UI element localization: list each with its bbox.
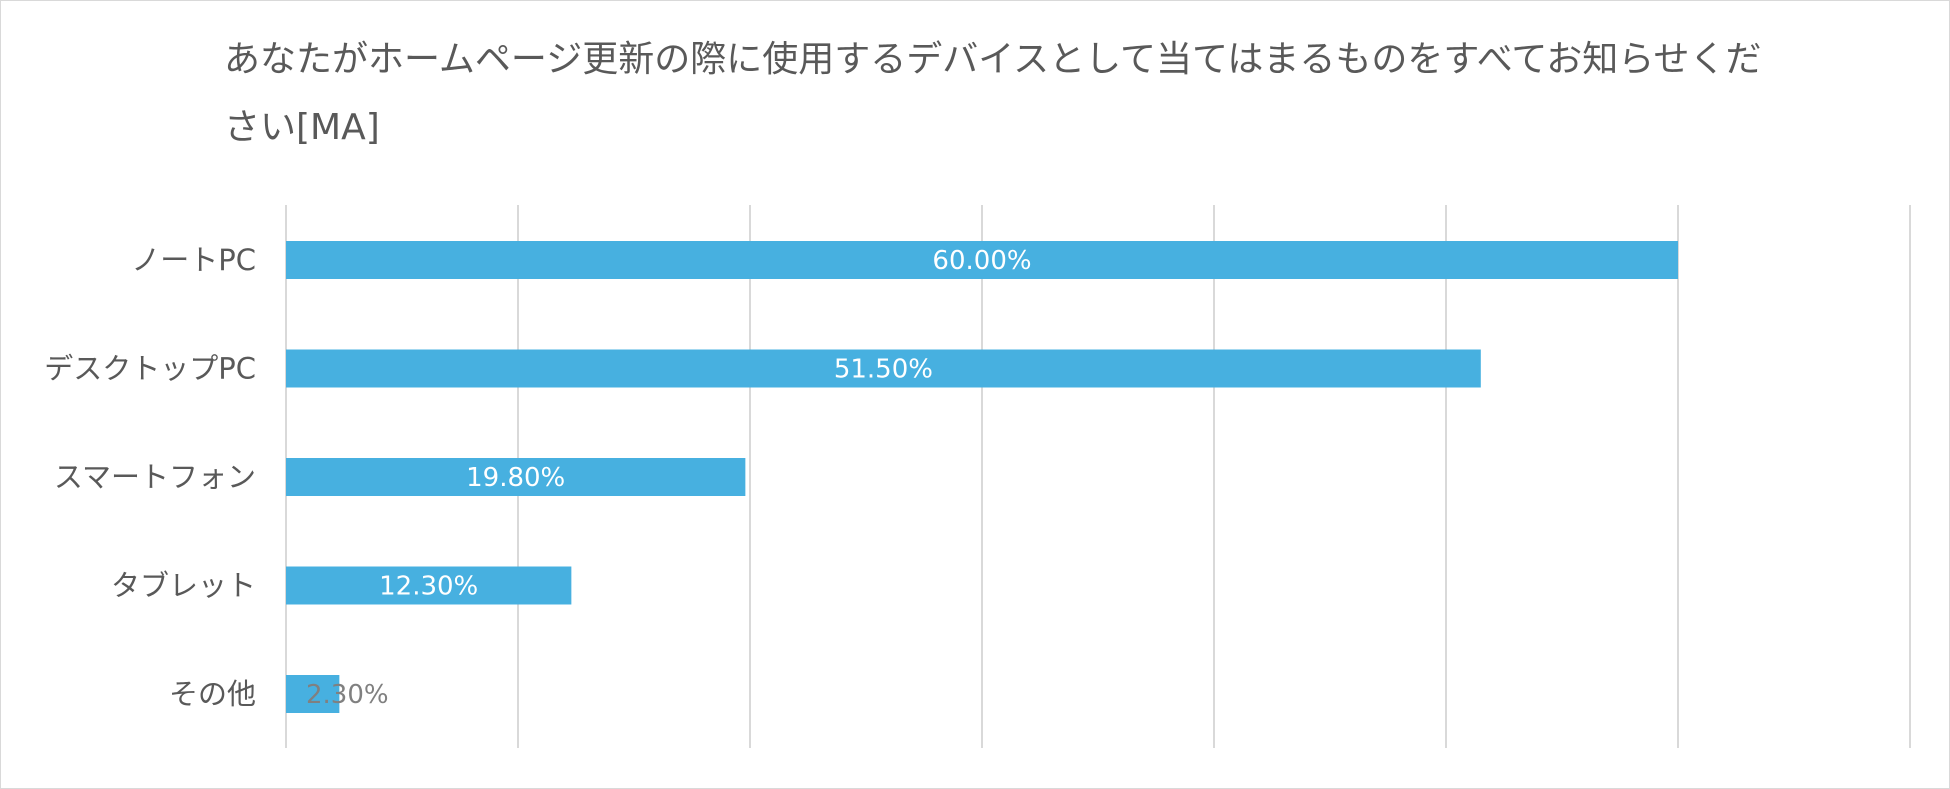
bar: [286, 349, 1481, 388]
gridlines: [285, 205, 1911, 748]
data-label: 60.00%: [932, 246, 1031, 276]
category-label: ノートPC: [131, 243, 256, 277]
data-label: 12.30%: [379, 572, 478, 602]
bar: [286, 566, 572, 605]
category-label: その他: [169, 677, 256, 711]
data-label: 19.80%: [466, 463, 565, 493]
bars: [286, 241, 1678, 713]
data-label: 51.50%: [834, 355, 933, 385]
data-labels: 60.00% 51.50% 19.80% 12.30% 2.30%: [306, 246, 1032, 710]
category-label: スマートフォン: [54, 460, 256, 494]
bar: [286, 458, 746, 496]
chart-title: あなたがホームページ更新の際に使用するデバイスとして当てはまるものをすべてお知ら…: [224, 39, 1762, 148]
data-label: 2.30%: [306, 680, 389, 710]
bar: [286, 675, 340, 713]
bar: [286, 241, 1678, 279]
category-label: デスクトップPC: [44, 352, 256, 386]
category-label: タブレット: [111, 569, 256, 603]
